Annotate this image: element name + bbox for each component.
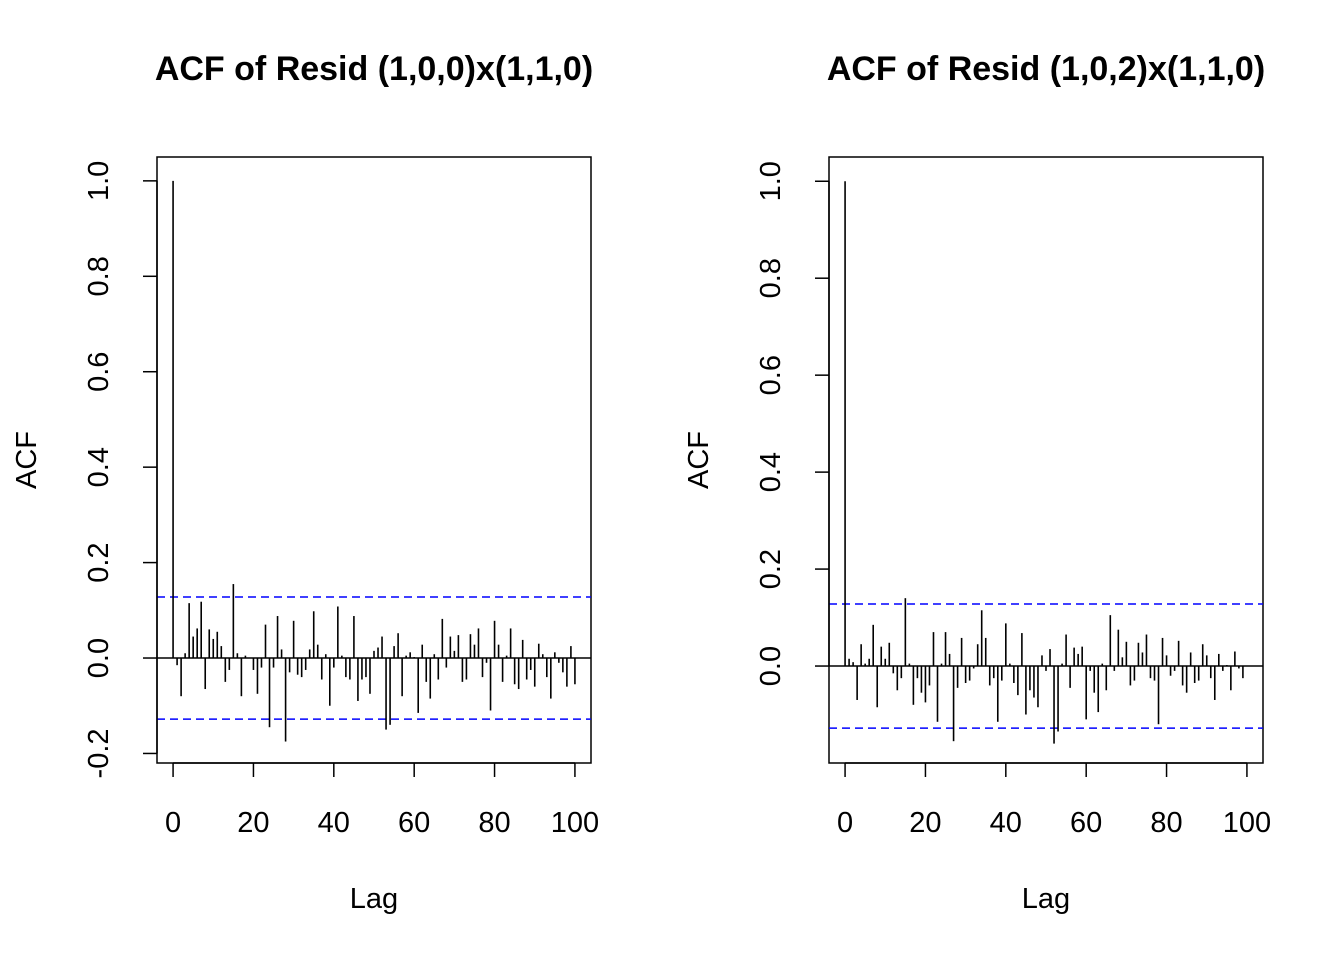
x-axis-label: Lag: [350, 883, 398, 915]
y-tick-label: 0.8: [755, 258, 787, 298]
y-axis-label: ACF: [11, 431, 43, 489]
x-axis-label: Lag: [1022, 883, 1070, 915]
x-tick-label: 60: [398, 807, 430, 839]
chart-title: ACF of Resid (1,0,2)x(1,1,0): [827, 50, 1265, 88]
x-tick-label: 100: [551, 807, 599, 839]
x-tick-label: 0: [165, 807, 181, 839]
acf-panel-1: ACF of Resid (1,0,0)x(1,1,0) 0 20 40 60 80 100…: [11, 50, 599, 915]
y-tick-label: 0.2: [83, 542, 115, 582]
y-tick-label: 1.0: [83, 161, 115, 201]
y-tick-label: -0.2: [83, 728, 115, 778]
y-tick-label: 1.0: [755, 161, 787, 201]
x-tick-label: 80: [1150, 807, 1182, 839]
y-tick-label: 0.8: [83, 256, 115, 296]
y-tick-label: 0.6: [755, 355, 787, 395]
x-tick-label: 60: [1070, 807, 1102, 839]
x-tick-label: 0: [837, 807, 853, 839]
y-tick-label: 0.0: [755, 646, 787, 686]
chart-title: ACF of Resid (1,0,0)x(1,1,0): [155, 50, 593, 88]
y-tick-label: 0.2: [755, 549, 787, 589]
x-tick-label: 80: [478, 807, 510, 839]
acf-panel-2: ACF of Resid (1,0,2)x(1,1,0) 0 20 40 60 80 100…: [683, 50, 1271, 915]
y-tick-label: 0.4: [83, 447, 115, 487]
y-tick-label: 0.0: [83, 638, 115, 678]
x-tick-label: 20: [909, 807, 941, 839]
x-tick-label: 40: [318, 807, 350, 839]
y-axis-label: ACF: [683, 431, 715, 489]
x-tick-label: 40: [990, 807, 1022, 839]
y-tick-label: 0.4: [755, 452, 787, 492]
x-tick-label: 20: [237, 807, 269, 839]
plot-frame: [156, 156, 592, 764]
x-tick-label: 100: [1223, 807, 1271, 839]
y-tick-label: 0.6: [83, 352, 115, 392]
plot-frame: [828, 156, 1264, 764]
